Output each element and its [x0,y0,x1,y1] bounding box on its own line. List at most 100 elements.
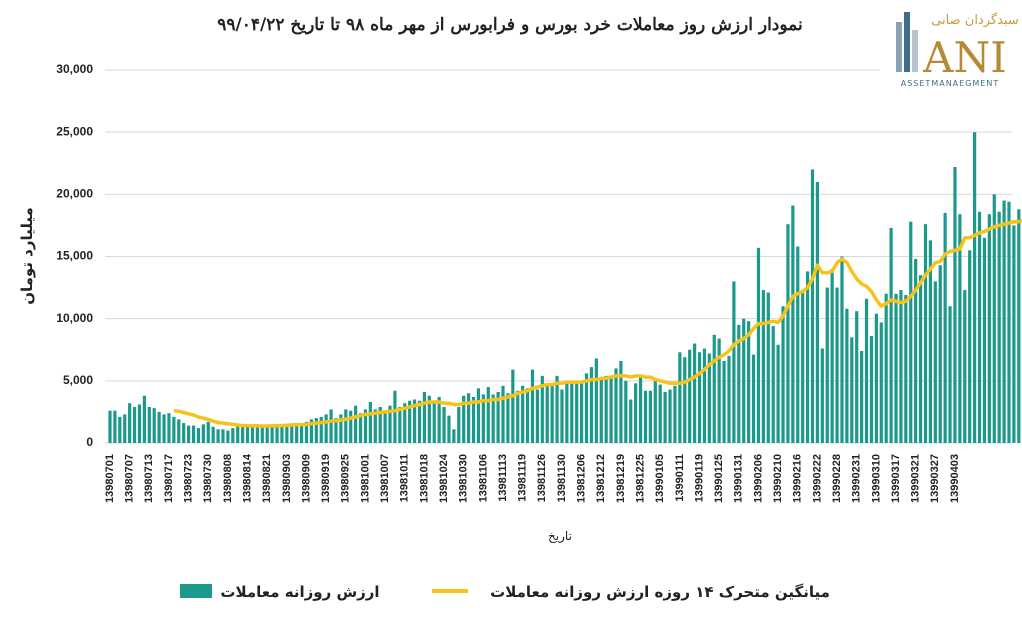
bar [766,292,770,443]
bar [334,418,338,443]
bar [132,406,137,443]
bar [845,308,849,443]
bar [388,405,392,443]
bar [923,224,928,443]
x-tick-label: 13990111 [674,454,686,502]
bar [678,352,682,443]
bar [280,424,284,443]
x-tick-label: 13980717 [163,454,175,503]
bar [786,224,790,443]
bar [575,383,579,443]
x-tick-label: 13981007 [379,454,391,503]
bar [796,246,800,443]
bar [850,337,854,443]
logo-building [904,12,910,72]
bar [324,414,328,443]
legend-swatch [180,584,212,598]
x-tick-label: 13990228 [831,454,843,503]
x-tick-label: 13980808 [222,454,234,503]
x-tick-label: 13990403 [949,454,961,503]
bar [938,265,942,443]
bar [398,406,402,443]
bar [216,429,220,443]
x-tick-label: 13980903 [281,454,293,503]
bar [810,169,815,443]
bar [732,281,736,443]
bar [128,403,132,443]
bar [737,324,741,443]
bar [570,382,574,443]
x-tick-label: 13981206 [576,454,588,503]
bar [889,227,893,443]
bar [373,409,377,443]
bar [167,413,171,443]
bar [560,389,564,443]
plot-area: 0 5,000 10,000 15,000 20,000 25,000 30,000 1398… [56,62,1022,503]
bar [137,404,142,443]
bar [118,416,122,443]
bar [1012,225,1016,443]
x-tick-label: 13980723 [183,454,195,503]
x-tick-label: 13981024 [438,453,450,503]
bar [506,393,510,443]
bar [933,281,937,443]
x-tick-label: 13981106 [477,454,489,502]
x-tick-label: 13981001 [359,454,371,503]
x-tick-label: 13990231 [851,454,863,503]
bar [673,385,677,443]
x-tick-label: 13981018 [418,454,430,503]
bar [1002,200,1006,443]
x-tick-label: 13990216 [792,454,804,503]
x-tick-label: 13980707 [124,454,136,503]
bar [751,354,756,443]
x-tick-label: 13980919 [320,454,332,503]
x-tick-label: 13981212 [595,454,607,503]
bar [761,290,765,443]
bar [196,428,201,443]
bar [589,367,594,443]
bar [496,392,500,443]
logo-building [896,22,902,72]
bar [697,352,702,443]
bar [260,425,264,443]
bar [756,247,761,443]
bar [835,287,839,443]
bar [987,214,991,443]
bar [584,373,589,443]
bar [236,425,240,443]
bar [801,292,805,443]
x-tick-label: 13981126 [536,454,548,502]
bar [452,429,456,443]
bar [147,406,151,443]
bar [781,306,785,443]
bar [162,414,166,443]
bar [899,290,903,443]
bar [447,415,451,443]
x-tick-label: 13981219 [615,454,627,503]
bar [535,389,539,443]
bar [471,396,476,443]
logo-building [912,30,918,72]
bar [776,344,780,443]
bar [624,380,628,443]
x-tick-label: 13981113 [497,454,509,502]
x-axis-label: تاریخ [548,529,572,544]
x-tick-label: 13980821 [261,454,273,503]
bar [314,418,318,443]
bar [393,390,397,443]
y-axis-label: میلیارد تومان [18,207,36,305]
bar [182,423,186,443]
bar [486,387,490,443]
bar [476,388,481,443]
bar [501,385,505,443]
bar [928,240,932,443]
bar [270,425,274,443]
bar [491,394,495,443]
bar [349,410,353,443]
x-tick-label: 13980925 [340,454,352,503]
bar [378,406,382,443]
bar [977,211,982,443]
bar [191,425,196,443]
x-tick-label: 13990310 [870,454,882,503]
bar [953,166,957,444]
